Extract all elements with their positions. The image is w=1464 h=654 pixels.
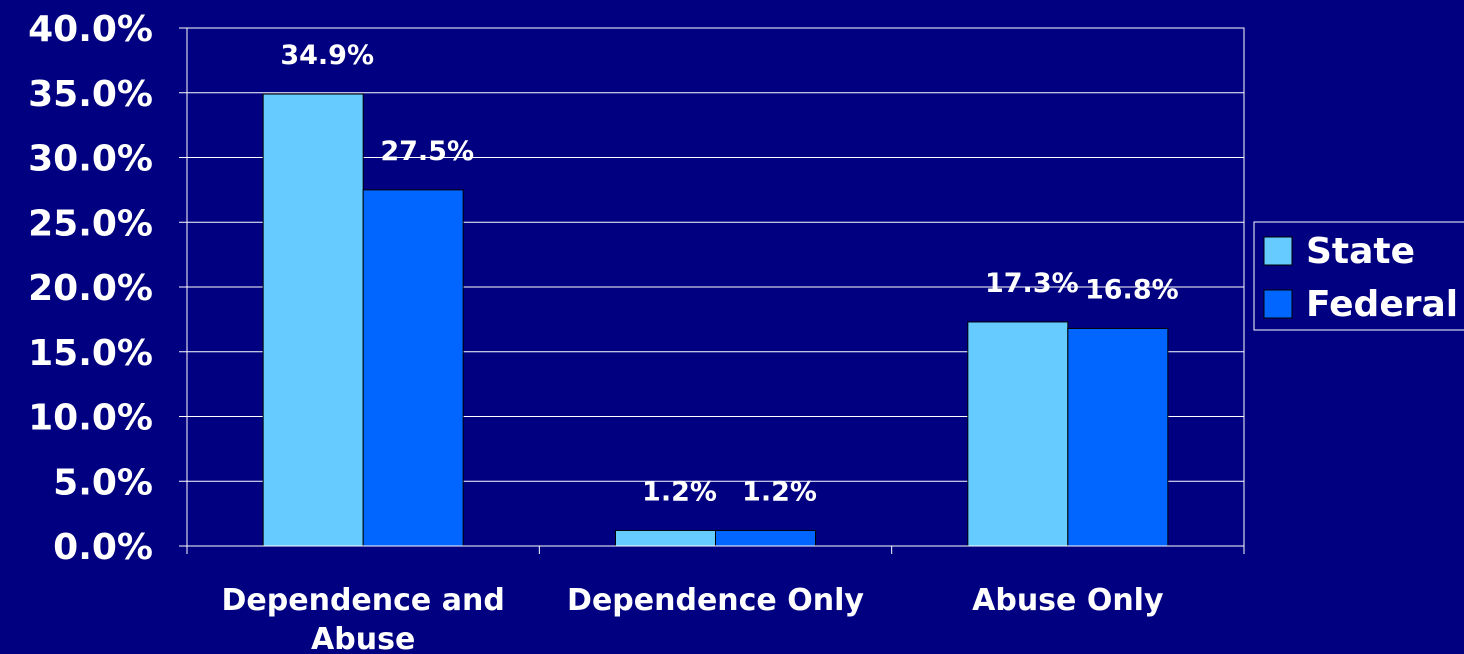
legend-label-state: State xyxy=(1306,231,1415,272)
data-label-state: 34.9% xyxy=(280,40,374,71)
y-tick-label: 0.0% xyxy=(53,527,153,568)
legend-label-federal: Federal xyxy=(1306,284,1458,325)
axes: 0.0% 5.0% 10.0% 15.0% 20.0% 25.0% 30.0% 35.0% 40… xyxy=(28,9,1245,654)
data-label-federal: 16.8% xyxy=(1085,274,1179,305)
x-category-label: Dependence and xyxy=(222,583,505,618)
bar-federal xyxy=(715,529,816,547)
y-tick-label: 35.0% xyxy=(28,74,153,115)
y-tick-label: 5.0% xyxy=(53,462,153,503)
y-tick-label: 20.0% xyxy=(28,268,153,309)
bar-state xyxy=(615,529,716,547)
x-category-label: Dependence Only xyxy=(567,583,864,618)
bar-state xyxy=(262,93,364,547)
y-tick-label: 10.0% xyxy=(28,398,153,439)
bar-state xyxy=(967,321,1069,547)
legend-swatch-federal xyxy=(1263,289,1293,319)
legend-box xyxy=(1253,221,1464,331)
x-category-label: Abuse xyxy=(311,622,415,654)
y-tick-label: 30.0% xyxy=(28,139,153,180)
data-label-state: 17.3% xyxy=(985,268,1079,299)
bar-federal xyxy=(362,189,464,547)
y-tick-label: 25.0% xyxy=(28,203,153,244)
data-label-federal: 27.5% xyxy=(380,136,474,167)
x-category-label: Abuse Only xyxy=(972,583,1164,618)
legend-swatch-state xyxy=(1263,236,1293,266)
data-labels: 34.9% 27.5% 1.2% 1.2% 17.3% 16.8% xyxy=(280,40,1178,507)
data-label-federal: 1.2% xyxy=(742,476,817,507)
legend: State Federal xyxy=(1253,221,1464,331)
bar-federal xyxy=(1067,327,1169,547)
y-tick-label: 15.0% xyxy=(28,333,153,374)
y-tick-label: 40.0% xyxy=(28,9,153,50)
data-label-state: 1.2% xyxy=(642,476,717,507)
